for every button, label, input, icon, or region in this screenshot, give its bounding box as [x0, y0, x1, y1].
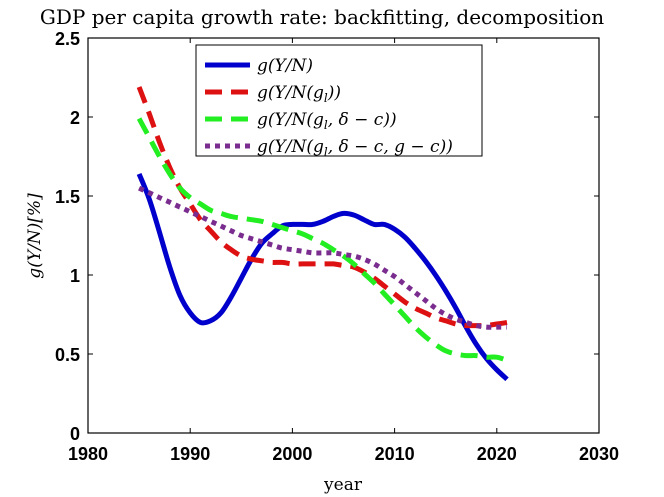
chart-title: GDP per capita growth rate: backfitting,…: [40, 5, 604, 29]
x-tick-label: 2010: [375, 444, 415, 464]
legend-label-3: g(Y/N(gl, δ − c)): [257, 110, 397, 132]
legend: g(Y/N) g(Y/N(gl)) g(Y/N(gl, δ − c)) g(Y/N(g…: [195, 44, 483, 159]
y-tick-label: 1.5: [55, 187, 80, 207]
series-line-3: [136, 117, 508, 363]
x-tick-label: 1980: [68, 444, 108, 464]
y-tick-labels: 0 0.5 1 1.5 2 2.5: [55, 29, 80, 444]
y-tick-label: 0.5: [55, 345, 80, 365]
x-tick-label: 2030: [579, 444, 619, 464]
legend-label-1: g(Y/N): [257, 56, 313, 76]
series-lines: [136, 86, 509, 382]
legend-label-4: g(Y/N(gl, δ − c, g − c)): [257, 137, 453, 159]
x-tick-label: 2020: [477, 444, 517, 464]
x-tick-label: 2000: [272, 444, 312, 464]
y-axis-label: g(Y/N)[%]: [25, 193, 45, 279]
legend-label-2: g(Y/N(gl)): [257, 83, 341, 105]
axis-ticks: [87, 37, 600, 434]
y-tick-label: 2.5: [55, 29, 80, 49]
series-line-2: [136, 86, 508, 329]
y-tick-label: 0: [70, 424, 80, 444]
x-axis-label: year: [323, 475, 363, 495]
x-tick-label: 1990: [170, 444, 210, 464]
y-tick-label: 1: [70, 266, 80, 286]
series-line-1: [136, 172, 509, 382]
x-tick-labels: 1980 1990 2000 2010 2020 2030: [68, 444, 619, 464]
y-tick-label: 2: [70, 108, 80, 128]
